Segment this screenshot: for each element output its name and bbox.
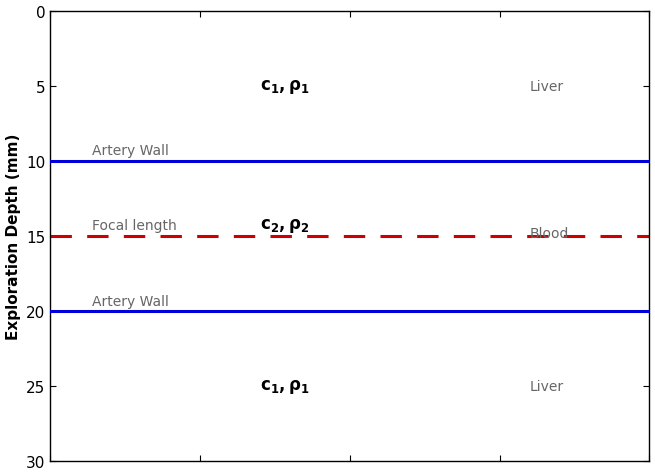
Y-axis label: Exploration Depth (mm): Exploration Depth (mm) bbox=[5, 134, 20, 339]
Text: $\mathbf{c_1}$$\mathbf{,\rho_1}$: $\mathbf{c_1}$$\mathbf{,\rho_1}$ bbox=[260, 377, 310, 396]
Text: Artery Wall: Artery Wall bbox=[92, 294, 169, 308]
Text: $\mathbf{c_1}$$\mathbf{,\rho_1}$: $\mathbf{c_1}$$\mathbf{,\rho_1}$ bbox=[260, 78, 310, 96]
Text: Focal length: Focal length bbox=[92, 219, 177, 233]
Text: Liver: Liver bbox=[530, 379, 564, 394]
Text: Liver: Liver bbox=[530, 79, 564, 93]
Text: Artery Wall: Artery Wall bbox=[92, 144, 169, 158]
Text: Blood: Blood bbox=[530, 227, 569, 240]
Text: $\mathbf{c_2}$$\mathbf{,\rho_2}$: $\mathbf{c_2}$$\mathbf{,\rho_2}$ bbox=[260, 217, 309, 235]
